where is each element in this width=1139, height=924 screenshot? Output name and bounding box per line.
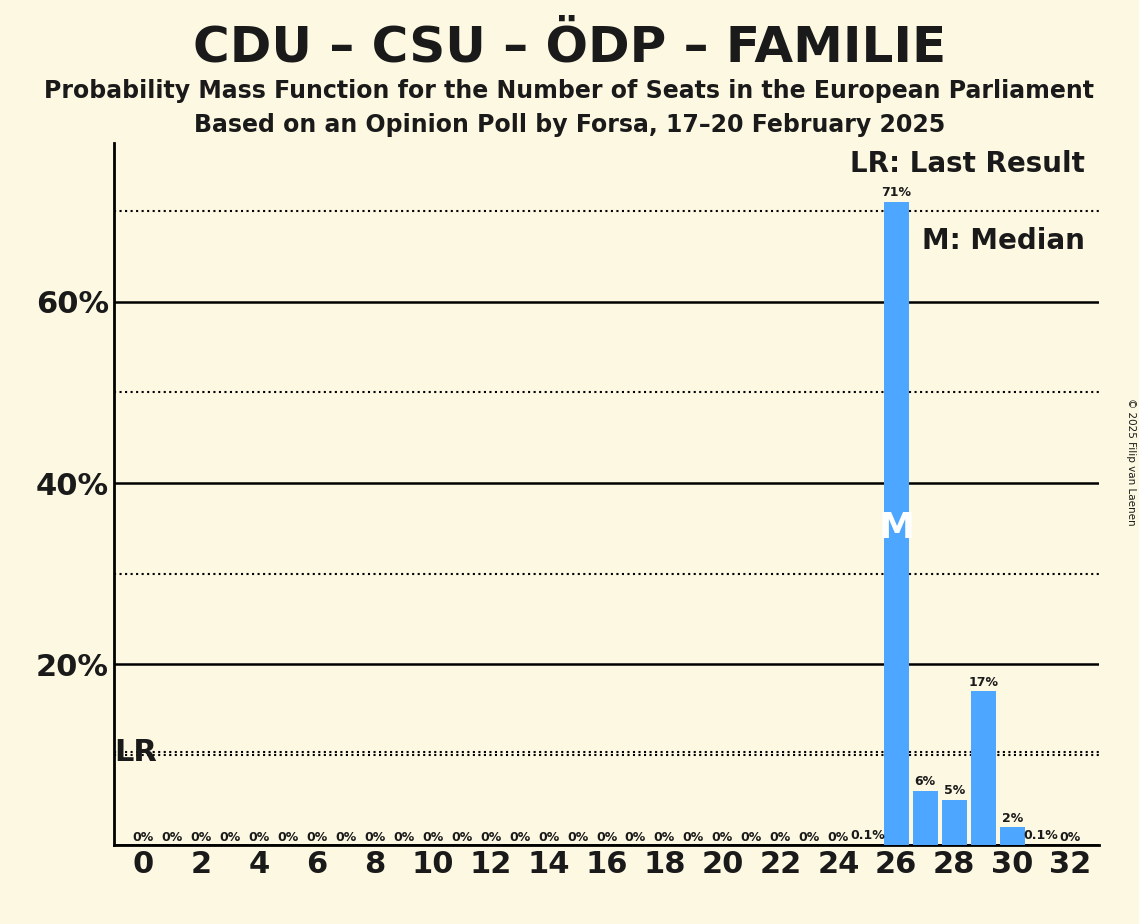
Text: 0%: 0% (423, 831, 443, 844)
Text: CDU – CSU – ÖDP – FAMILIE: CDU – CSU – ÖDP – FAMILIE (192, 23, 947, 71)
Text: LR: Last Result: LR: Last Result (850, 151, 1084, 178)
Text: © 2025 Filip van Laenen: © 2025 Filip van Laenen (1126, 398, 1136, 526)
Text: 0%: 0% (770, 831, 790, 844)
Text: Probability Mass Function for the Number of Seats in the European Parliament: Probability Mass Function for the Number… (44, 79, 1095, 103)
Text: 0%: 0% (798, 831, 820, 844)
Text: 0%: 0% (335, 831, 357, 844)
Text: 0.1%: 0.1% (1024, 829, 1058, 842)
Text: 0%: 0% (596, 831, 617, 844)
Text: 0%: 0% (451, 831, 473, 844)
Text: 6%: 6% (915, 775, 936, 788)
Text: 0%: 0% (538, 831, 559, 844)
Text: 0%: 0% (682, 831, 704, 844)
Bar (942, 800, 967, 845)
Text: 0%: 0% (393, 831, 415, 844)
Bar (970, 691, 995, 845)
Text: 0%: 0% (828, 831, 849, 844)
Text: 0.1%: 0.1% (850, 829, 885, 842)
Text: M: M (878, 511, 915, 545)
Text: 0%: 0% (248, 831, 270, 844)
Text: 0%: 0% (132, 831, 154, 844)
Text: 0%: 0% (364, 831, 385, 844)
Text: 0%: 0% (567, 831, 588, 844)
Text: 0%: 0% (1059, 831, 1081, 844)
Text: Based on an Opinion Poll by Forsa, 17–20 February 2025: Based on an Opinion Poll by Forsa, 17–20… (194, 113, 945, 137)
Text: 0%: 0% (306, 831, 327, 844)
Text: 0%: 0% (277, 831, 298, 844)
Text: 0%: 0% (625, 831, 646, 844)
Text: 0%: 0% (712, 831, 734, 844)
Text: M: Median: M: Median (921, 227, 1084, 256)
Text: 0%: 0% (219, 831, 240, 844)
Text: 5%: 5% (943, 784, 965, 797)
Text: 17%: 17% (968, 675, 998, 688)
Bar (1000, 827, 1024, 845)
Text: 2%: 2% (1001, 811, 1023, 824)
Bar (884, 202, 909, 845)
Text: 0%: 0% (509, 831, 531, 844)
Bar (913, 791, 937, 845)
Text: 0%: 0% (162, 831, 182, 844)
Text: 71%: 71% (882, 187, 911, 200)
Text: 0%: 0% (190, 831, 212, 844)
Text: 0%: 0% (740, 831, 762, 844)
Text: 0%: 0% (480, 831, 501, 844)
Text: LR: LR (114, 737, 157, 767)
Text: 0%: 0% (654, 831, 675, 844)
